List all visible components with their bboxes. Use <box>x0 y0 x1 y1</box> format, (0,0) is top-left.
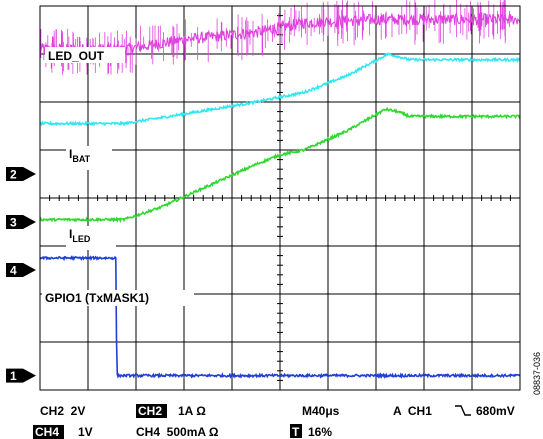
channel-markers: 1 2 3 4 <box>6 167 36 383</box>
trigger-level: 680mV <box>476 404 515 418</box>
channel-marker-2: 2 <box>6 167 36 182</box>
ch4-badge: CH4 <box>35 425 59 439</box>
trigger-position: 16% <box>308 425 332 439</box>
iled-label-bg <box>66 226 116 250</box>
trace-gpio1-txmask1 <box>39 255 521 380</box>
channel-marker-box <box>6 368 23 383</box>
ch2-scale: CH2 2V <box>40 404 85 418</box>
trace-led-out-noise <box>40 0 510 76</box>
ch4-scale: 1V <box>78 425 93 439</box>
ibat-label-bg <box>66 146 112 170</box>
channel-marker-4: 4 <box>6 263 36 278</box>
channel-marker-box <box>6 167 23 181</box>
ch2-badge-bg <box>136 404 167 418</box>
t-badge: T <box>292 425 300 439</box>
ch2-badge: CH2 <box>138 404 162 418</box>
iled-label-main: I <box>69 227 72 241</box>
channel-marker-arrow <box>23 167 36 181</box>
trigger-source: A CH1 <box>393 404 432 418</box>
ibat-label-main: I <box>69 147 72 161</box>
channel-marker-arrow <box>23 215 36 229</box>
channel-marker-box <box>6 215 23 229</box>
channel-marker-1: 1 <box>6 368 36 383</box>
channel-marker-box <box>6 263 23 277</box>
channel-marker-label: 2 <box>10 168 17 182</box>
led-out-label-bg <box>45 47 125 63</box>
falling-edge-icon <box>455 405 471 416</box>
ch4-badge-bg <box>33 425 64 439</box>
plot-frame <box>39 5 521 391</box>
channel-marker-3: 3 <box>6 215 36 230</box>
channel-marker-arrow <box>23 263 36 277</box>
gpio-label: GPIO1 (TxMASK1) <box>45 291 149 305</box>
chart-grid <box>40 6 520 390</box>
trace-i-led <box>39 106 521 223</box>
iled-label: ILED <box>69 227 91 244</box>
iled-label-sub: LED <box>72 234 91 244</box>
channel-marker-label: 3 <box>10 216 17 230</box>
led-out-label: LED_OUT <box>48 49 105 63</box>
ibat-label-sub: BAT <box>72 154 90 164</box>
trace-i-bat <box>39 52 521 127</box>
ibat-label: IBAT <box>69 147 91 164</box>
channel-marker-arrow <box>23 368 36 383</box>
timebase: M40μs <box>302 404 340 418</box>
gpio-label-bg <box>42 290 194 306</box>
ch2-coupling: 1A Ω <box>178 404 206 418</box>
channel-marker-label: 1 <box>10 369 17 383</box>
readout: CH2 2V CH2 1A Ω M40μs A CH1 680mV CH4 1V… <box>33 404 515 439</box>
t-badge-bg <box>290 424 302 438</box>
ch4-coupling: CH4 500mA Ω <box>136 425 219 439</box>
channel-marker-label: 4 <box>10 264 17 278</box>
figure-id: 08837-036 <box>532 352 542 395</box>
